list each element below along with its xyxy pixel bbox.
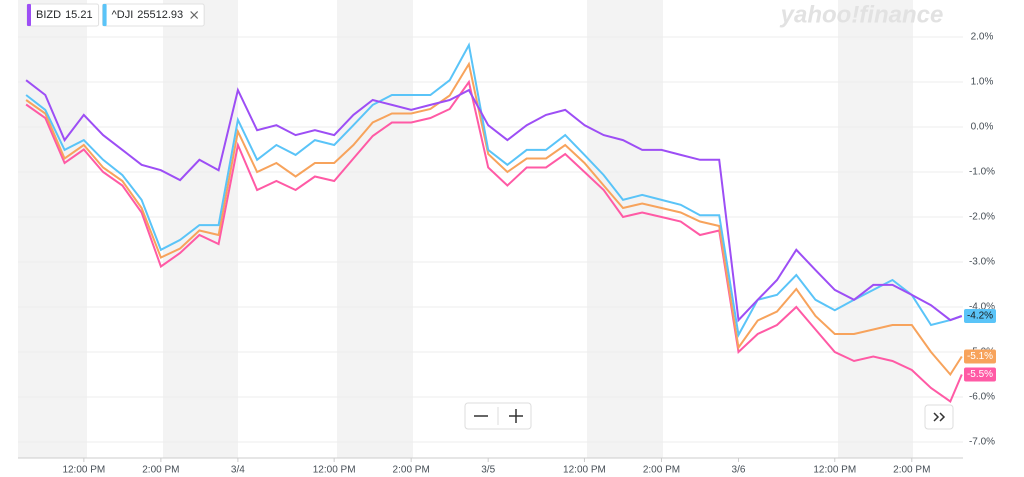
legend-name: ^DJI bbox=[112, 9, 134, 21]
y-tick-label: -7.0% bbox=[969, 437, 995, 448]
y-tick-label: 1.0% bbox=[971, 77, 994, 88]
x-tick-label: 3/6 bbox=[732, 465, 746, 476]
legend-swatch bbox=[27, 4, 31, 26]
band bbox=[337, 0, 413, 458]
end-label: -5.5% bbox=[967, 369, 993, 380]
legend-remove[interactable] bbox=[190, 11, 199, 19]
series-line bbox=[25, 42, 963, 338]
legend-quote: 25512.93 bbox=[137, 9, 183, 21]
x-tick-label: 12:00 PM bbox=[62, 465, 105, 476]
end-label-box bbox=[964, 349, 996, 364]
y-tick-label: -4.0% bbox=[969, 302, 995, 313]
lines bbox=[25, 42, 963, 404]
x-tick-label: 3/4 bbox=[231, 465, 245, 476]
y-tick-label: -1.0% bbox=[969, 167, 995, 178]
watermark: yahoo!finance bbox=[780, 1, 944, 28]
zoom-controls[interactable] bbox=[464, 402, 532, 430]
legend-chip[interactable]: ^DJI 25512.93 bbox=[102, 3, 205, 27]
end-label-box bbox=[964, 367, 996, 382]
y-tick-label: -6.0% bbox=[969, 392, 995, 403]
x-tick-label: 12:00 PM bbox=[313, 465, 356, 476]
legend-chip[interactable]: BIZD 15.21 bbox=[26, 3, 100, 27]
band bbox=[18, 0, 87, 458]
y-tick-label: -3.0% bbox=[969, 257, 995, 268]
series-line bbox=[25, 61, 963, 377]
end-label: -4.2% bbox=[967, 311, 993, 322]
band bbox=[163, 0, 238, 458]
y-tick-label: 2.0% bbox=[971, 32, 994, 43]
y-tick-label: -2.0% bbox=[969, 212, 995, 223]
x-tick-label: 2:00 PM bbox=[142, 465, 179, 476]
legend-swatch bbox=[102, 4, 107, 26]
scroll-right[interactable] bbox=[924, 404, 954, 430]
x-tick-label: 2:00 PM bbox=[893, 465, 930, 476]
grid bbox=[18, 36, 963, 443]
band bbox=[587, 0, 663, 458]
background-bands bbox=[18, 0, 913, 458]
y-tick-label: 0.0% bbox=[971, 122, 994, 133]
series-line bbox=[25, 79, 963, 404]
end-label-box bbox=[964, 309, 996, 323]
legend: BIZD 15.21 ^DJI 25512.93 bbox=[26, 3, 205, 27]
end-label: -5.1% bbox=[967, 351, 993, 362]
x-tick-label: 3/5 bbox=[481, 465, 495, 476]
x-tick-label: 12:00 PM bbox=[563, 465, 606, 476]
zoom-in[interactable] bbox=[509, 409, 523, 423]
band bbox=[838, 0, 913, 458]
x-tick-label: 12:00 PM bbox=[813, 465, 856, 476]
legend-name: BIZD bbox=[36, 9, 61, 21]
x-tick-label: 2:00 PM bbox=[643, 465, 680, 476]
series-line bbox=[25, 79, 963, 323]
legend-quote: 15.21 bbox=[65, 9, 93, 21]
x-tick-label: 2:00 PM bbox=[393, 465, 430, 476]
remove-stroke bbox=[190, 11, 199, 19]
